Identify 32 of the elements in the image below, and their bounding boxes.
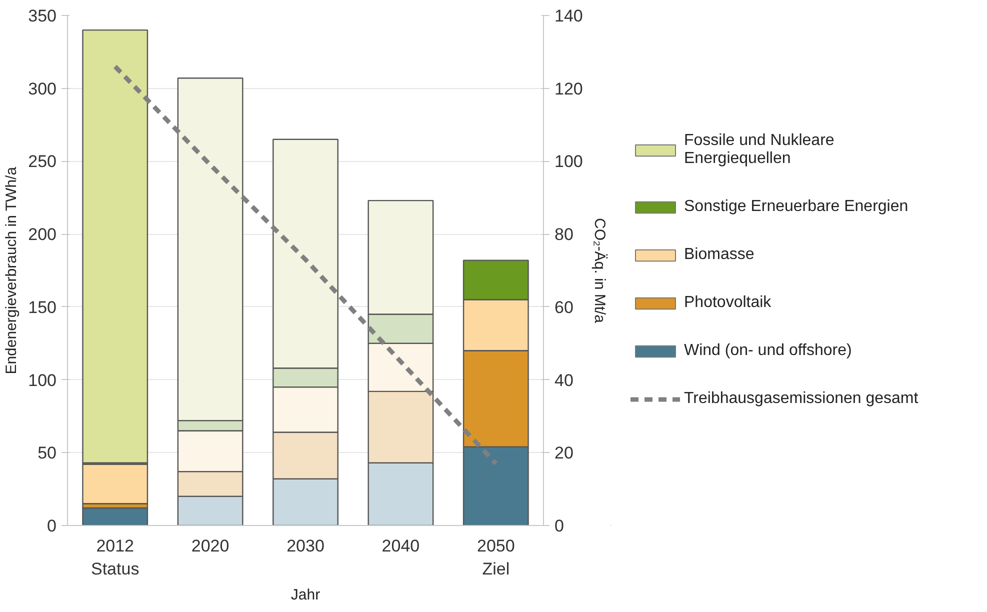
y2-axis-title: CO₂-Äq. in Mt/a: [590, 218, 608, 324]
y-axis-title: Endenergieverbrauch in TWh/a: [3, 166, 20, 374]
y2-tick-label: 100: [554, 152, 583, 172]
y2-tick-label: 20: [554, 444, 574, 463]
y-tick-label: 350: [28, 6, 57, 26]
legend-label: Sonstige Erneuerbare Energien: [684, 198, 908, 216]
y2-tick-label: 40: [554, 370, 574, 390]
y-tick-label: 100: [28, 370, 57, 390]
x-tick-label: 2012 Status: [91, 536, 140, 578]
y-tick-label: 50: [38, 444, 57, 463]
legend-label: Biomasse: [684, 246, 754, 264]
y-tick-label: 200: [28, 225, 57, 244]
x-axis-title: Jahr: [290, 586, 320, 604]
x-tick-label: 2020: [191, 536, 230, 556]
y2-tick-label: 120: [554, 79, 583, 98]
y-tick-label: 150: [28, 298, 57, 317]
legend-label: Fossile und Nukleare Energiequellen: [684, 132, 834, 168]
y2-tick-label: 60: [554, 298, 574, 317]
x-tick-label: 2030: [286, 536, 324, 556]
y-tick-label: 250: [28, 152, 57, 172]
x-tick-label: 2040: [382, 536, 420, 556]
x-tick-label: 2050 Ziel: [476, 536, 515, 578]
y2-tick-label: 0: [554, 516, 564, 536]
legend-label: Wind (on- und offshore): [684, 342, 852, 360]
y-tick-label: 300: [28, 79, 57, 98]
bar: [82, 507, 148, 526]
y2-tick-label: 140: [554, 6, 583, 26]
legend-label: Treibhausgasemissionen gesamt: [684, 390, 918, 408]
line-series: [112, 64, 498, 466]
y-tick-label: 0: [47, 516, 57, 536]
legend-label: Photovoltaik: [684, 294, 772, 312]
y2-tick-label: 80: [554, 225, 574, 244]
